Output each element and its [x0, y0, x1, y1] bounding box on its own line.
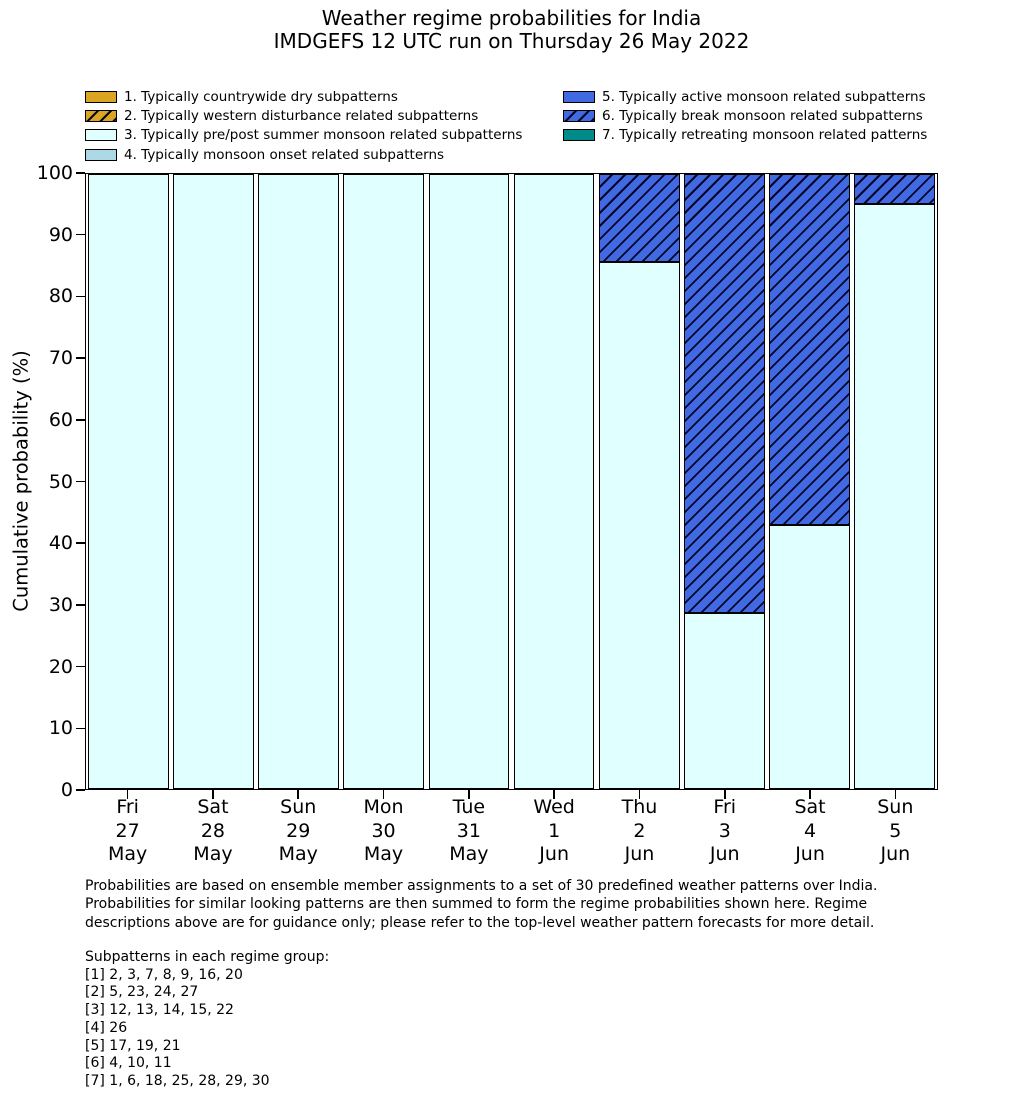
- legend-item: 2. Typically western disturbance related…: [85, 106, 522, 125]
- footer-note-line: Probabilities are based on ensemble memb…: [85, 878, 878, 894]
- x-tick-mark: [126, 790, 129, 799]
- x-tick-mark: [553, 790, 555, 799]
- y-tick-mark: [76, 419, 85, 421]
- legend-item: 3. Typically pre/post summer monsoon rel…: [85, 126, 522, 145]
- legend-item: 4. Typically monsoon onset related subpa…: [85, 145, 522, 164]
- footer-note: Probabilities are based on ensemble memb…: [85, 877, 877, 932]
- x-tick-label: Sat 28 May: [193, 796, 233, 865]
- x-tick-mark: [212, 790, 214, 799]
- legend-label: 3. Typically pre/post summer monsoon rel…: [124, 127, 523, 144]
- plot-area: [85, 173, 938, 790]
- y-tick-mark: [76, 172, 85, 174]
- subpatterns-line: [2] 5, 23, 24, 27: [85, 984, 199, 1001]
- y-tick-label: 70: [48, 347, 73, 370]
- subpatterns-line: [1] 2, 3, 7, 8, 9, 16, 20: [85, 966, 243, 983]
- y-tick-mark: [76, 727, 85, 730]
- y-tick-label: 10: [48, 717, 73, 740]
- bar-segment: [854, 203, 935, 789]
- y-tick-label: 20: [48, 655, 73, 678]
- bar-segment: [768, 525, 850, 789]
- subpatterns-line: [4] 26: [85, 1019, 128, 1036]
- y-tick-mark: [76, 542, 85, 544]
- footer-note-line: descriptions above are for guidance only…: [85, 914, 875, 931]
- legend-label: 4. Typically monsoon onset related subpa…: [124, 146, 445, 163]
- x-tick-label: Sun 5 Jun: [877, 796, 914, 865]
- bar-segment: [513, 174, 595, 789]
- subpatterns-header: Subpatterns in each regime group:: [85, 949, 330, 965]
- y-tick-mark: [76, 357, 85, 359]
- legend-item: 7. Typically retreating monsoon related …: [563, 126, 927, 145]
- x-tick-mark: [894, 790, 897, 799]
- legend-label: 5. Typically active monsoon related subp…: [602, 88, 926, 105]
- x-tick-label: Tue 31 May: [449, 796, 489, 865]
- subpatterns-line: [5] 17, 19, 21: [85, 1037, 181, 1054]
- title-line2: IMDGEFS 12 UTC run on Thursday 26 May 20…: [273, 29, 750, 53]
- legend-label: 7. Typically retreating monsoon related …: [602, 127, 928, 144]
- y-tick-label: 40: [48, 532, 73, 555]
- legend-swatch-icon: [85, 90, 117, 103]
- legend-label: 6. Typically break monsoon related subpa…: [602, 107, 923, 124]
- x-tick-mark: [638, 790, 641, 799]
- x-tick-label: Mon 30 May: [363, 796, 404, 865]
- x-tick-label: Fri 3 Jun: [709, 796, 740, 865]
- legend-column-left: 1. Typically countrywide dry subpatterns…: [85, 87, 522, 164]
- legend-item: 1. Typically countrywide dry subpatterns: [85, 87, 522, 106]
- bar-segment: [854, 174, 935, 204]
- bar-segment: [683, 174, 765, 614]
- x-tick-mark: [297, 790, 300, 799]
- y-tick-mark: [76, 789, 85, 791]
- legend-label: 2. Typically western disturbance related…: [124, 107, 479, 124]
- x-tick-mark: [723, 790, 726, 799]
- x-tick-label: Wed 1 Jun: [533, 796, 575, 865]
- y-tick-mark: [76, 295, 85, 298]
- y-tick-mark: [76, 233, 85, 236]
- subpatterns-line: [7] 1, 6, 18, 25, 28, 29, 30: [85, 1072, 270, 1089]
- bar-segment: [173, 174, 255, 789]
- x-tick-mark: [809, 790, 811, 799]
- legend-swatch-icon: [563, 109, 595, 122]
- x-tick-label: Sun 29 May: [278, 796, 318, 865]
- y-tick-mark: [76, 480, 85, 483]
- subpatterns-block: Subpatterns in each regime group: [1] 2,…: [85, 949, 329, 1091]
- y-tick-label: 90: [48, 223, 73, 246]
- bar-segment: [258, 174, 340, 789]
- y-tick-label: 0: [60, 779, 73, 801]
- legend-swatch-icon: [85, 148, 117, 161]
- x-axis: Fri 27 May Sat 28 May Sun 29 May Mon 30 May…: [85, 790, 938, 880]
- y-axis: 0 10 20 30 40 50 60 70 80 90 100: [0, 162, 85, 801]
- legend-swatch-icon: [85, 129, 117, 142]
- subpatterns-line: [6] 4, 10, 11: [85, 1055, 172, 1072]
- bar-segment: [428, 174, 510, 789]
- legend-swatch-icon: [85, 109, 117, 122]
- legend-swatch-icon: [563, 129, 595, 142]
- y-tick-label: 30: [48, 593, 73, 616]
- footer-note-line: Probabilities for similar looking patter…: [85, 896, 868, 913]
- x-tick-label: Fri 27 May: [108, 796, 148, 865]
- bar-segment: [343, 174, 425, 789]
- x-tick-label: Thu 2 Jun: [621, 796, 658, 865]
- y-tick-label: 60: [48, 408, 73, 431]
- legend-item: 6. Typically break monsoon related subpa…: [563, 106, 927, 125]
- x-tick-label: Sat 4 Jun: [794, 796, 826, 865]
- legend-column-right: 5. Typically active monsoon related subp…: [563, 87, 927, 145]
- y-tick-mark: [76, 604, 85, 606]
- legend-label: 1. Typically countrywide dry subpatterns: [124, 88, 398, 105]
- bar-segment: [768, 174, 850, 526]
- bar-segment: [598, 261, 680, 789]
- title-line1: Weather regime probabilities for India: [321, 6, 702, 30]
- bar-segment: [683, 613, 765, 789]
- bar-segment: [88, 174, 169, 789]
- bar-segment: [598, 174, 680, 262]
- chart-title: Weather regime probabilities for India I…: [85, 7, 938, 53]
- y-tick-mark: [76, 665, 85, 668]
- subpatterns-line: [3] 12, 13, 14, 15, 22: [85, 1002, 234, 1019]
- legend-item: 5. Typically active monsoon related subp…: [563, 87, 927, 106]
- legend-swatch-icon: [563, 90, 595, 103]
- y-tick-label: 100: [36, 162, 73, 184]
- x-tick-mark: [468, 790, 470, 799]
- y-tick-label: 80: [48, 285, 73, 308]
- y-tick-label: 50: [48, 470, 73, 493]
- x-tick-mark: [382, 790, 385, 799]
